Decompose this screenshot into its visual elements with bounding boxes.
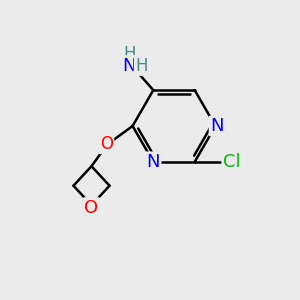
Text: O: O (84, 199, 99, 217)
Text: Cl: Cl (223, 153, 240, 171)
Text: N: N (147, 153, 160, 171)
Text: H: H (123, 44, 136, 62)
Text: N: N (210, 117, 224, 135)
Text: N: N (123, 56, 136, 74)
Text: O: O (100, 135, 113, 153)
Text: H: H (135, 56, 148, 74)
